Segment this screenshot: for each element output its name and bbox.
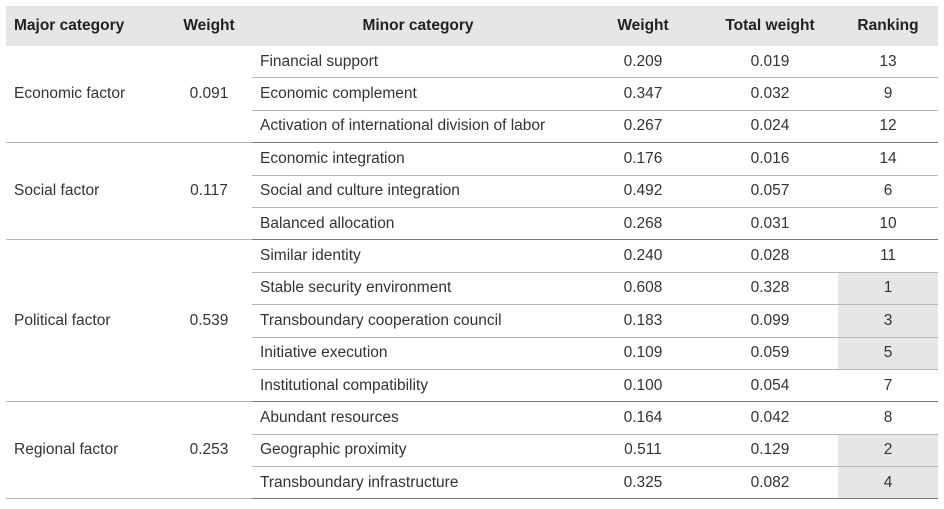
total-weight-cell: 0.028 — [702, 239, 838, 273]
major-weight-cell: 0.253 — [166, 401, 252, 500]
minor-weight-cell: 0.183 — [584, 304, 702, 338]
minor-category-cell: Institutional compatibility — [252, 369, 584, 403]
ranking-cell: 2 — [838, 434, 938, 468]
total-weight-cell: 0.031 — [702, 207, 838, 241]
table-row: Initiative execution 0.109 0.059 5 — [6, 337, 938, 370]
table-row: Economic factor 0.091 Financial support 0.2… — [6, 46, 938, 144]
total-weight-cell: 0.082 — [702, 466, 838, 500]
table-row: Geographic proximity 0.511 0.129 2 — [6, 434, 938, 468]
total-weight-cell: 0.054 — [702, 369, 838, 403]
ranking-cell: 5 — [838, 337, 938, 370]
minor-weight-cell: 0.492 — [584, 175, 702, 208]
minor-weight-cell: 0.164 — [584, 401, 702, 435]
minor-category-cell: Social and culture integration — [252, 175, 584, 208]
table-row: Political factor 0.539 Similar identity 0.2… — [6, 239, 938, 403]
table-row: Stable security environment 0.608 0.328 1 — [6, 272, 938, 306]
total-weight-cell: 0.032 — [702, 77, 838, 111]
header-total-weight: Total weight — [702, 6, 838, 46]
minor-category-cell: Economic complement — [252, 77, 584, 111]
table-row: Economic complement 0.347 0.032 9 — [6, 77, 938, 111]
minor-weight-cell: 0.608 — [584, 272, 702, 306]
ranking-cell: 14 — [838, 142, 938, 176]
ranking-cell: 8 — [838, 401, 938, 435]
ranking-cell: 6 — [838, 175, 938, 208]
table-row: Institutional compatibility 0.100 0.054 7 — [6, 369, 938, 403]
minor-weight-cell: 0.209 — [584, 46, 702, 79]
minor-category-cell: Balanced allocation — [252, 207, 584, 241]
minor-category-cell: Transboundary cooperation council — [252, 304, 584, 338]
table-row: Transboundary cooperation council 0.183 0.… — [6, 304, 938, 338]
table-row: Balanced allocation 0.268 0.031 10 — [6, 207, 938, 241]
table-row: Activation of international division of … — [6, 110, 938, 144]
ranking-cell: 10 — [838, 207, 938, 241]
ranking-cell: 3 — [838, 304, 938, 338]
table-row: Regional factor 0.253 Abundant resources 0.… — [6, 401, 938, 500]
header-weight: Weight — [166, 6, 252, 46]
minor-category-cell: Transboundary infrastructure — [252, 466, 584, 500]
minor-weight-cell: 0.240 — [584, 239, 702, 273]
minor-category-cell: Geographic proximity — [252, 434, 584, 468]
ranking-cell: 9 — [838, 77, 938, 111]
table-body: Economic factor 0.091 Financial support 0.2… — [6, 46, 938, 500]
major-weight-cell: 0.539 — [166, 239, 252, 403]
total-weight-cell: 0.016 — [702, 142, 838, 176]
header-minor-weight: Weight — [584, 6, 702, 46]
minor-weight-cell: 0.267 — [584, 110, 702, 144]
minor-weight-cell: 0.109 — [584, 337, 702, 370]
total-weight-cell: 0.129 — [702, 434, 838, 468]
ranking-cell: 13 — [838, 46, 938, 79]
minor-weight-cell: 0.176 — [584, 142, 702, 176]
ranking-cell: 1 — [838, 272, 938, 306]
table-header-row: Major category Weight Minor category Wei… — [6, 6, 938, 46]
total-weight-cell: 0.328 — [702, 272, 838, 306]
ranking-cell: 7 — [838, 369, 938, 403]
weights-table: Major category Weight Minor category Wei… — [6, 6, 938, 500]
minor-weight-cell: 0.100 — [584, 369, 702, 403]
total-weight-cell: 0.042 — [702, 401, 838, 435]
minor-weight-cell: 0.268 — [584, 207, 702, 241]
major-weight-cell: 0.117 — [166, 142, 252, 241]
minor-category-cell: Abundant resources — [252, 401, 584, 435]
minor-weight-cell: 0.347 — [584, 77, 702, 111]
header-major-category: Major category — [6, 6, 166, 46]
minor-category-cell: Stable security environment — [252, 272, 584, 306]
table-container: Major category Weight Minor category Wei… — [6, 6, 938, 500]
table-row: Social and culture integration 0.492 0.057… — [6, 175, 938, 208]
total-weight-cell: 0.099 — [702, 304, 838, 338]
total-weight-cell: 0.024 — [702, 110, 838, 144]
ranking-cell: 11 — [838, 239, 938, 273]
ranking-cell: 12 — [838, 110, 938, 144]
total-weight-cell: 0.019 — [702, 46, 838, 79]
minor-category-cell: Initiative execution — [252, 337, 584, 370]
ranking-cell: 4 — [838, 466, 938, 500]
header-minor-category: Minor category — [252, 6, 584, 46]
minor-weight-cell: 0.325 — [584, 466, 702, 500]
major-category-cell: Political factor — [6, 239, 166, 403]
minor-category-cell: Similar identity — [252, 239, 584, 273]
table-row: Transboundary infrastructure 0.325 0.082 4 — [6, 466, 938, 500]
table-row: Social factor 0.117 Economic integration 0.… — [6, 142, 938, 241]
major-category-cell: Regional factor — [6, 401, 166, 500]
minor-category-cell: Financial support — [252, 46, 584, 79]
header-ranking: Ranking — [838, 6, 938, 46]
total-weight-cell: 0.057 — [702, 175, 838, 208]
minor-weight-cell: 0.511 — [584, 434, 702, 468]
total-weight-cell: 0.059 — [702, 337, 838, 370]
major-category-cell: Social factor — [6, 142, 166, 241]
major-weight-cell: 0.091 — [166, 46, 252, 144]
major-category-cell: Economic factor — [6, 46, 166, 144]
minor-category-cell: Activation of international division of … — [252, 110, 584, 144]
minor-category-cell: Economic integration — [252, 142, 584, 176]
